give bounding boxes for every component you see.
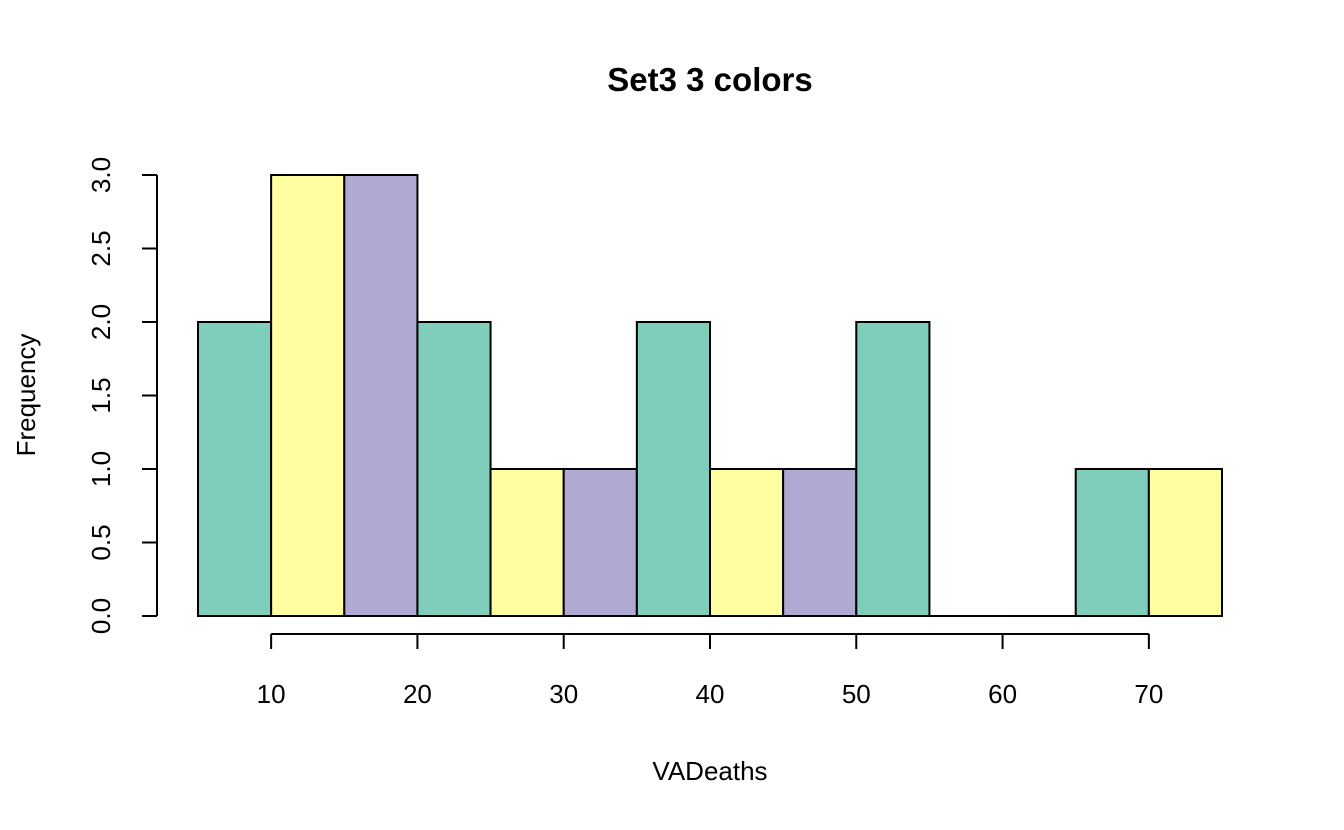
histogram-bar — [855, 321, 931, 617]
histogram-bar — [270, 174, 346, 617]
x-tick-label: 20 — [403, 679, 432, 709]
histogram-bar — [489, 468, 565, 617]
histogram-bar — [782, 468, 858, 617]
y-axis-label: Frequency — [11, 334, 41, 457]
x-tick-label: 50 — [842, 679, 871, 709]
y-tick-label: 0.5 — [86, 524, 116, 560]
histogram-bar — [709, 468, 785, 617]
histogram-bar — [1074, 468, 1150, 617]
y-tick-label: 3.0 — [86, 157, 116, 193]
histogram-bar — [562, 468, 638, 617]
chart-title: Set3 3 colors — [607, 61, 812, 98]
bars-group — [197, 174, 1224, 617]
x-tick-label: 70 — [1134, 679, 1163, 709]
y-tick-label: 2.5 — [86, 230, 116, 266]
histogram-bar — [197, 321, 273, 617]
histogram-bar — [1147, 468, 1224, 617]
x-tick-label: 40 — [696, 679, 725, 709]
x-tick-label: 60 — [988, 679, 1017, 709]
histogram-bar — [635, 321, 711, 617]
y-axis: 0.0 0.5 1.0 1.5 2.0 2.5 3.0 — [86, 157, 158, 634]
x-tick-label: 30 — [549, 679, 578, 709]
x-axis: 10 20 30 40 50 60 70 — [257, 633, 1163, 709]
x-axis-label: VADeaths — [652, 756, 767, 786]
y-tick-label: 2.0 — [86, 304, 116, 340]
y-tick-label: 1.0 — [86, 451, 116, 487]
y-tick-label: 1.5 — [86, 377, 116, 413]
x-tick-label: 10 — [257, 679, 286, 709]
histogram-bar — [343, 174, 419, 617]
y-tick-label: 0.0 — [86, 598, 116, 634]
histogram-bar — [416, 321, 492, 617]
